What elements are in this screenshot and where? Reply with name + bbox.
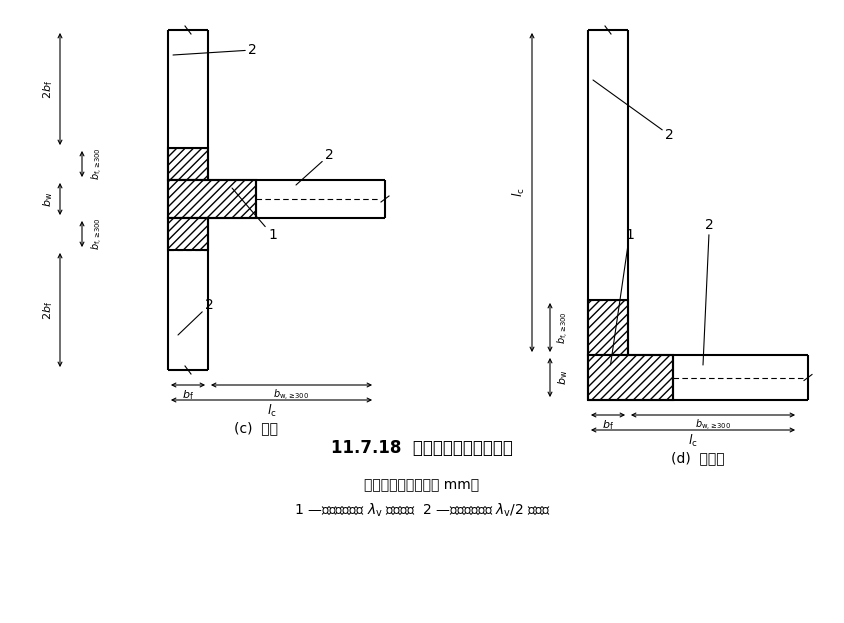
Bar: [588, 300, 628, 355]
Text: $b_\mathrm{w}$: $b_\mathrm{w}$: [556, 370, 570, 385]
Text: $b_{\mathrm{w,}\!\geq\!300}$: $b_{\mathrm{w,}\!\geq\!300}$: [695, 418, 731, 433]
Text: (d)  转角墙: (d) 转角墙: [671, 451, 725, 465]
Bar: [168, 218, 208, 250]
Text: 1: 1: [610, 228, 634, 365]
Text: $b_{\mathrm{f,}\!\geq\!300}$: $b_{\mathrm{f,}\!\geq\!300}$: [89, 217, 105, 250]
Text: $b_{\mathrm{w,}\!\geq\!300}$: $b_{\mathrm{w,}\!\geq\!300}$: [273, 388, 310, 403]
Text: $l_\mathrm{c}$: $l_\mathrm{c}$: [688, 433, 698, 449]
Text: $2b_\mathrm{f}$: $2b_\mathrm{f}$: [41, 80, 55, 98]
Text: $b_{\mathrm{f,}\!\geq\!300}$: $b_{\mathrm{f,}\!\geq\!300}$: [89, 148, 105, 181]
Bar: [168, 180, 256, 218]
Text: 2: 2: [173, 43, 257, 57]
Text: 2: 2: [703, 218, 714, 365]
Text: $b_\mathrm{f}$: $b_\mathrm{f}$: [182, 388, 194, 402]
Text: 2: 2: [178, 298, 214, 335]
Text: 2: 2: [296, 148, 333, 185]
Text: 注：图中尺寸单位为 mm。: 注：图中尺寸单位为 mm。: [365, 478, 479, 492]
Bar: [588, 355, 673, 400]
Text: $b_{\mathrm{f,}\!\geq\!300}$: $b_{\mathrm{f,}\!\geq\!300}$: [555, 311, 571, 344]
Text: 2: 2: [593, 80, 674, 142]
Text: $l_\mathrm{c}$: $l_\mathrm{c}$: [511, 188, 527, 197]
Text: $b_\mathrm{f}$: $b_\mathrm{f}$: [602, 418, 614, 432]
Text: 1: 1: [232, 188, 277, 242]
Text: (c)  翼墙: (c) 翼墙: [235, 421, 279, 435]
Text: $b_\mathrm{w}$: $b_\mathrm{w}$: [41, 191, 55, 207]
Bar: [168, 148, 208, 180]
Text: 11.7.18  剪力墙的约束边缘构件: 11.7.18 剪力墙的约束边缘构件: [331, 439, 513, 457]
Text: 1 —配箍特征值为 $\lambda_{\mathrm{v}}$ 的区域；  2 —配箍特征值为 $\lambda_{\mathrm{v}}$/2 的区域: 1 —配箍特征值为 $\lambda_{\mathrm{v}}$ 的区域； 2 …: [294, 502, 550, 519]
Text: $l_\mathrm{c}$: $l_\mathrm{c}$: [267, 403, 276, 419]
Text: $2b_\mathrm{f}$: $2b_\mathrm{f}$: [41, 300, 55, 320]
